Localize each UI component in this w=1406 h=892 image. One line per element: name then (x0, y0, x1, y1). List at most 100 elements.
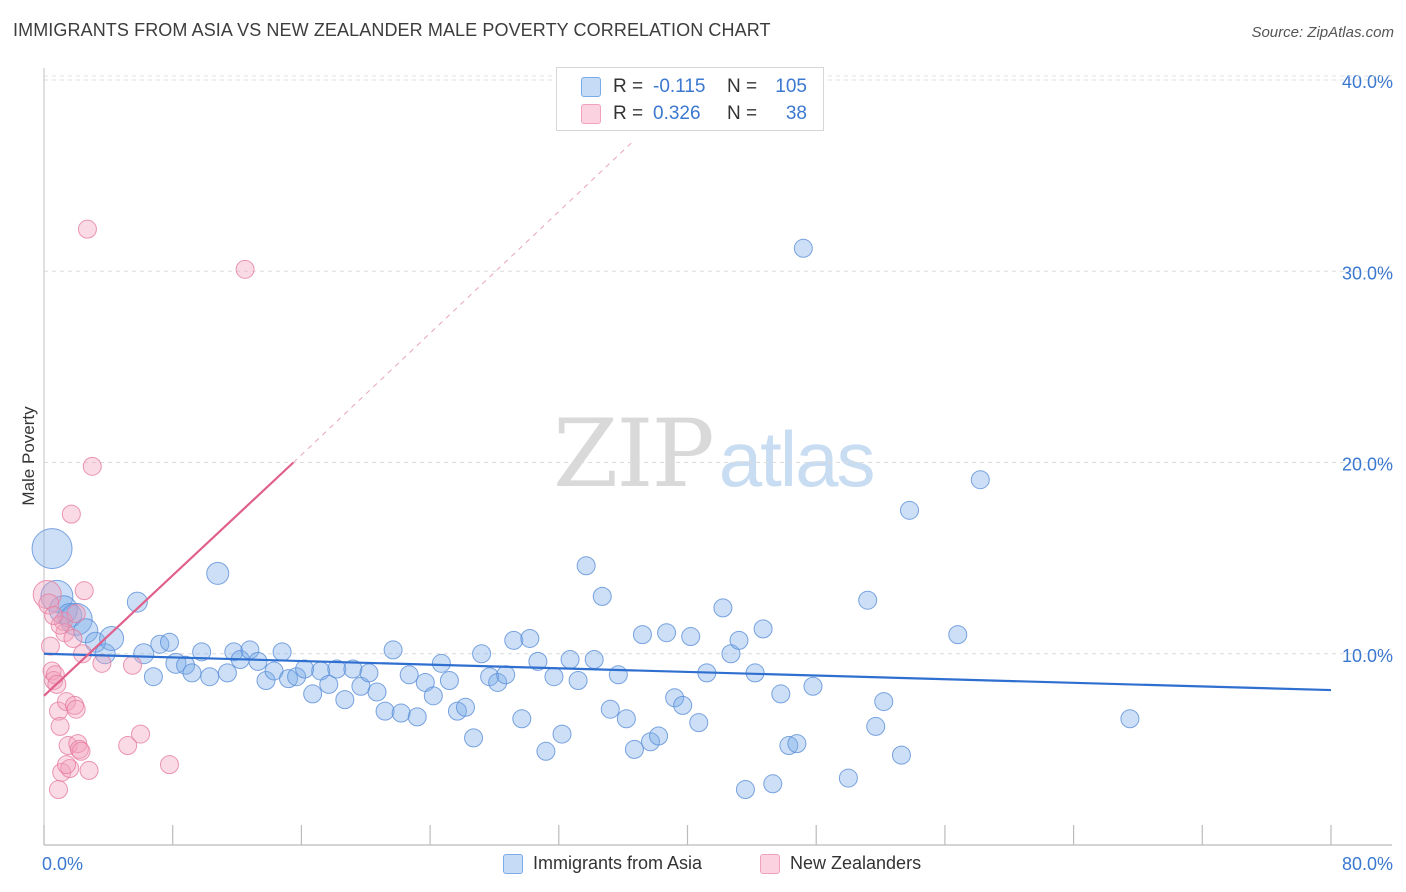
asia-point (488, 672, 508, 692)
asia-point (891, 745, 911, 765)
nz-point (92, 653, 112, 673)
nz-point (71, 741, 91, 761)
asia-point (143, 667, 163, 687)
asia-point (31, 528, 73, 570)
nz-point (159, 755, 179, 775)
asia-point (319, 674, 339, 694)
asia-point (431, 653, 451, 673)
watermark-atlas: atlas (718, 415, 876, 503)
asia-point (560, 649, 580, 669)
legend-label-asia: Immigrants from Asia (533, 853, 703, 873)
asia-point (970, 470, 990, 490)
asia-point (375, 701, 395, 721)
asia-point (399, 665, 419, 685)
asia-point (624, 739, 644, 759)
n-value: 105 (775, 76, 807, 97)
asia-point (455, 697, 475, 717)
nz-point (82, 456, 102, 476)
r-value: 0.326 (653, 103, 701, 124)
asia-point (343, 659, 363, 679)
nz-point (40, 636, 60, 656)
asia-point (838, 768, 858, 788)
asia-point (900, 500, 920, 520)
nz-point (44, 606, 64, 625)
asia-point (771, 684, 791, 704)
asia-point (59, 602, 93, 636)
asia-point (295, 659, 315, 679)
asia-point (192, 642, 212, 662)
asia-point (948, 625, 968, 645)
asia-point (673, 695, 693, 715)
asia-point (159, 632, 179, 652)
nz-point (61, 504, 81, 524)
source-label: Source: ZipAtlas.com (1251, 24, 1394, 41)
nz-point (122, 655, 142, 675)
asia-point (150, 634, 170, 654)
asia-point (576, 556, 596, 576)
asia-point (763, 774, 783, 794)
asia-point (735, 780, 755, 800)
stats-legend: R = -0.115 N = 105 R = 0.326 N = 38 (556, 67, 824, 131)
asia-point (248, 651, 268, 671)
asia-point (649, 726, 669, 746)
asia-point (439, 671, 459, 691)
asia-point (512, 709, 532, 729)
asia-point (552, 724, 572, 744)
asia-point (874, 692, 894, 712)
x-tick-label-max: 80.0% (1342, 854, 1393, 874)
asia-point (584, 649, 604, 669)
nz-point (38, 593, 60, 615)
asia-point (272, 642, 292, 662)
r-label: R = (613, 76, 644, 97)
nz-point (77, 219, 97, 239)
asia-point (600, 699, 620, 719)
asia-point (327, 659, 347, 679)
asia-point (1120, 709, 1140, 729)
legend-item-asia[interactable]: Immigrants from Asia (503, 853, 702, 874)
asia-point (787, 734, 807, 754)
series-legend: Immigrants from Asia New Zealanders (0, 853, 1406, 877)
nz-point (57, 755, 77, 775)
asia-point (568, 671, 588, 691)
asia-point (423, 686, 443, 706)
chart-title: IMMIGRANTS FROM ASIA VS NEW ZEALANDER MA… (13, 20, 771, 40)
nz-point (118, 736, 138, 756)
asia-point (689, 713, 709, 733)
nz-point (79, 760, 99, 780)
y-tick-label: 10.0% (1342, 646, 1393, 666)
nz-point (50, 615, 70, 635)
asia-point (858, 590, 878, 610)
nz-trend-extension (293, 142, 632, 463)
asia-point (866, 716, 886, 736)
y-tick-label: 40.0% (1342, 72, 1393, 92)
asia-point (206, 561, 230, 585)
legend-label-nz: New Zealanders (790, 853, 922, 873)
asia-point (504, 630, 524, 650)
stats-row-nz: R = 0.326 N = 38 (581, 101, 807, 127)
asia-point (729, 630, 749, 650)
y-tick-label: 30.0% (1342, 263, 1393, 283)
nz-point (48, 780, 68, 800)
n-value: 38 (785, 103, 807, 124)
asia-point (287, 667, 307, 687)
nz-point (74, 581, 94, 601)
stats-row-asia: R = -0.115 N = 105 (581, 74, 807, 100)
asia-point (665, 688, 685, 708)
asia-point (803, 676, 823, 696)
asia-point (472, 644, 492, 664)
asia-point (367, 682, 387, 702)
asia-point (536, 741, 556, 761)
y-tick-label: 20.0% (1342, 455, 1393, 475)
y-axis-label: Male Poverty (19, 406, 38, 506)
watermark: ZIPatlas (553, 400, 876, 509)
asia-point (608, 665, 628, 685)
asia-point (520, 628, 540, 648)
asia-point (176, 655, 196, 675)
legend-item-nz[interactable]: New Zealanders (760, 853, 921, 874)
nz-point (60, 759, 80, 778)
asia-point (632, 625, 652, 645)
asia-point (793, 238, 813, 258)
asia-point (544, 667, 564, 687)
asia-point (713, 598, 733, 618)
